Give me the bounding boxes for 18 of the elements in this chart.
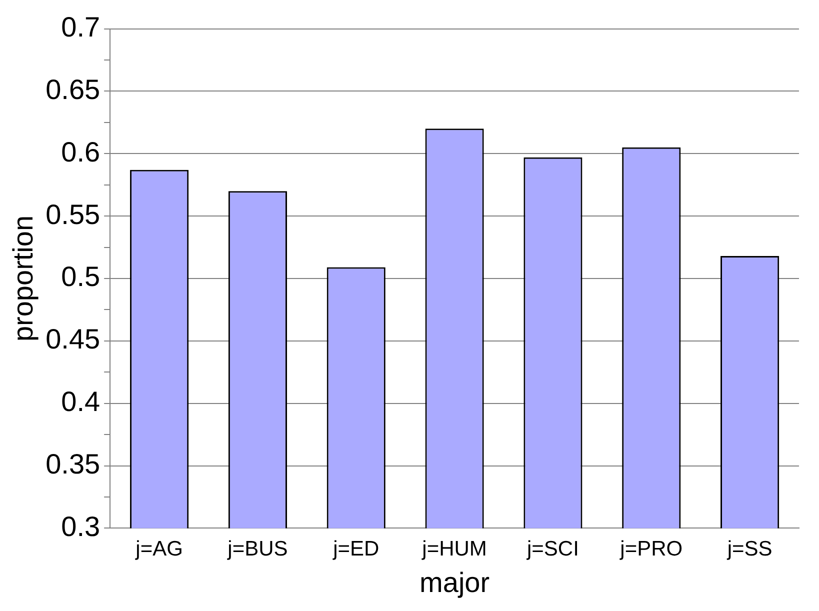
y-tick-label: 0.3: [61, 510, 100, 542]
y-tick-label: 0.35: [46, 448, 100, 480]
x-axis-title: major: [420, 566, 490, 598]
x-tick-label: j=SCI: [526, 538, 579, 561]
y-tick-label: 0.7: [61, 12, 100, 43]
x-tick-label: j=ED: [332, 538, 380, 561]
y-tick-label: 0.65: [46, 74, 100, 105]
x-tick-label: j=HUM: [421, 538, 487, 561]
x-tick-label: j=BUS: [226, 538, 288, 561]
x-tick-label: j=SS: [726, 538, 772, 561]
x-tick-label: j=PRO: [619, 538, 683, 561]
y-tick-label: 0.4: [61, 386, 100, 418]
y-tick-label: 0.55: [46, 198, 100, 230]
x-tick-label: j=AG: [134, 538, 183, 561]
y-tick-label: 0.5: [61, 261, 100, 292]
y-tick-label: 0.45: [46, 324, 100, 355]
y-tick-label: 0.6: [61, 136, 100, 168]
y-axis-title: proportion: [8, 215, 39, 342]
